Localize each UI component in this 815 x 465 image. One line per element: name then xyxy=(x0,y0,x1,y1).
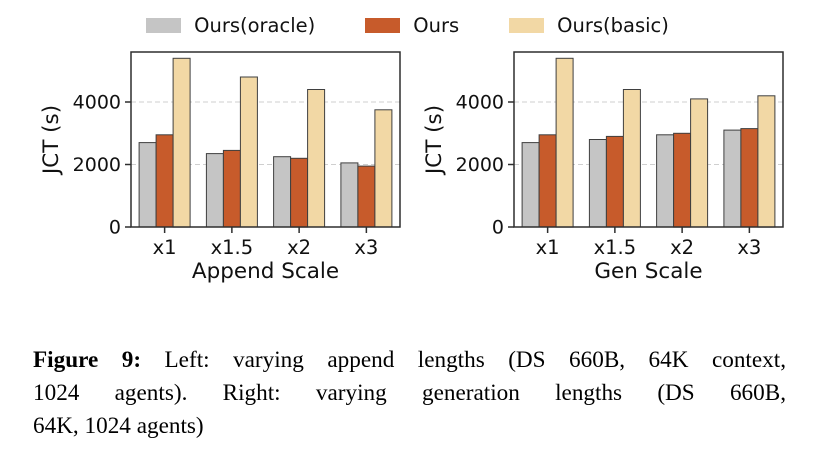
bar-Ours-x1 xyxy=(155,134,174,228)
bar-Ours(oracle)-x3 xyxy=(340,162,359,228)
y-tick-label: 2000 xyxy=(456,154,504,176)
x-tick-label-x1.5: x1.5 xyxy=(211,236,254,259)
legend-swatch-gray-icon xyxy=(146,18,182,34)
legend-item-ours-basic: Ours(basic) xyxy=(509,16,669,36)
legend-item-ours-oracle: Ours(oracle) xyxy=(146,16,315,36)
x-tick-label-x2: x2 xyxy=(287,236,311,259)
y-tick-label: 4000 xyxy=(73,92,121,114)
bar-Ours-x2 xyxy=(673,132,692,228)
bar-Ours(oracle)-x2 xyxy=(656,134,675,228)
legend-swatch-orange-icon xyxy=(365,18,401,34)
bar-Ours-x1.5 xyxy=(605,135,624,228)
bar-Ours-x2 xyxy=(290,157,309,228)
x-tick-label-x1: x1 xyxy=(536,236,560,259)
bar-chart-append-scale: 0 2000 4000 x1 x1.5 x2 x3 Append Scale JCT (s) xyxy=(39,51,401,284)
x-tick-label-x2: x2 xyxy=(670,236,694,259)
bar-Ours-x3 xyxy=(740,128,759,228)
bar-Ours(oracle)-x1.5 xyxy=(205,153,224,228)
x-tick-label-x1.5: x1.5 xyxy=(594,236,637,259)
bar-Ours-x1 xyxy=(538,134,557,228)
plot-box xyxy=(130,51,401,228)
y-tick-label: 0 xyxy=(492,217,504,239)
bar-Ours(basic)-x3 xyxy=(757,95,776,228)
caption-line-1: Figure 9: Left: varying append lengths (… xyxy=(33,344,786,377)
bar-Ours(basic)-x1.5 xyxy=(239,76,258,228)
x-axis-label: Append Scale xyxy=(192,259,339,284)
caption-figure-label: Figure 9: xyxy=(33,347,142,373)
y-tick-label: 2000 xyxy=(73,154,121,176)
bar-Ours-x3 xyxy=(357,165,376,228)
figure-caption: Figure 9: Left: varying append lengths (… xyxy=(33,344,786,443)
x-tick-label-x3: x3 xyxy=(737,236,761,259)
charts-row: 0 2000 4000 x1 x1.5 x2 x3 Append Scale JCT (s) 0… xyxy=(36,46,794,298)
bar-Ours(oracle)-x1.5 xyxy=(588,139,607,228)
y-tick-label: 0 xyxy=(109,217,121,239)
bar-Ours(basic)-x3 xyxy=(374,109,393,228)
bar-Ours(basic)-x1.5 xyxy=(622,89,641,228)
y-axis-label: JCT (s) xyxy=(39,105,64,176)
caption-line-2: 1024 agents). Right: varying generation … xyxy=(33,380,786,406)
y-tick-label: 4000 xyxy=(456,92,504,114)
x-axis-label: Gen Scale xyxy=(594,259,702,284)
chart-legend: Ours(oracle) Ours Ours(basic) xyxy=(0,16,815,36)
bar-Ours(basic)-x1 xyxy=(172,57,191,228)
y-axis-label: JCT (s) xyxy=(422,105,447,176)
legend-label-ours-basic: Ours(basic) xyxy=(557,14,669,37)
bar-Ours(basic)-x1 xyxy=(555,57,574,228)
bar-Ours-x1.5 xyxy=(222,149,241,228)
legend-item-ours: Ours xyxy=(365,16,459,36)
bar-chart-gen-scale: 0 2000 4000 x1 x1.5 x2 x3 Gen Scale JCT (s) xyxy=(422,51,784,284)
legend-label-ours-oracle: Ours(oracle) xyxy=(194,14,316,37)
bar-Ours(basic)-x2 xyxy=(307,89,326,228)
bar-Ours(oracle)-x1 xyxy=(521,142,540,228)
bar-Ours(oracle)-x2 xyxy=(273,156,292,228)
caption-line-1-text: Left: varying append lengths (DS 660B, 6… xyxy=(141,347,787,373)
bar-Ours(oracle)-x1 xyxy=(138,142,157,228)
bar-Ours(basic)-x2 xyxy=(690,98,709,228)
x-tick-label-x3: x3 xyxy=(354,236,378,259)
bar-Ours(oracle)-x3 xyxy=(723,129,742,228)
legend-swatch-tan-icon xyxy=(509,18,545,34)
legend-label-ours: Ours xyxy=(413,14,460,37)
plot-box xyxy=(513,51,784,228)
x-tick-label-x1: x1 xyxy=(153,236,177,259)
caption-line-3: 64K, 1024 agents) xyxy=(33,413,204,439)
